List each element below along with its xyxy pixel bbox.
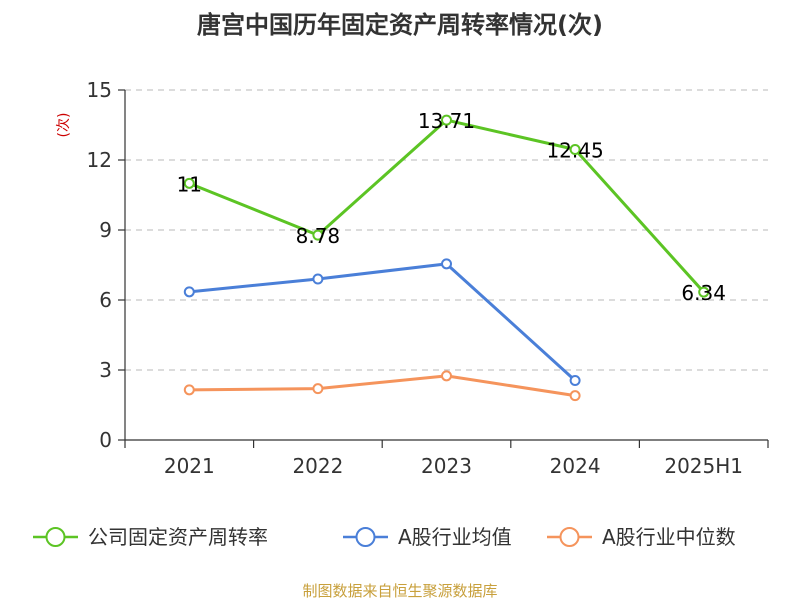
y-tick-label: 6 [99,288,112,312]
data-point[interactable] [569,390,581,402]
y-tick-label: 3 [99,358,112,382]
y-tick-label: 15 [87,78,112,102]
x-tick-label: 2025H1 [664,454,743,478]
y-tick-label: 0 [99,428,112,452]
data-point[interactable] [312,273,324,285]
data-point[interactable] [183,177,195,189]
data-point[interactable] [312,383,324,395]
chart-title: 唐宫中国历年固定资产周转率情况(次) [197,11,603,39]
data-label: 13.71 [418,109,475,133]
data-label: 6.34 [681,281,726,305]
data-point[interactable] [569,144,581,155]
legend-label[interactable]: 公司固定资产周转率 [88,525,268,549]
data-point[interactable] [441,114,452,126]
data-point[interactable] [441,370,452,382]
y-tick-label: 12 [87,148,112,172]
data-label: 8.78 [296,224,341,248]
data-point[interactable] [183,286,195,298]
x-tick-label: 2024 [550,454,601,478]
legend-marker[interactable] [355,527,376,547]
data-point[interactable] [698,286,710,298]
x-tick-label: 2023 [421,454,472,478]
x-tick-label: 2022 [292,454,343,478]
legend-marker[interactable] [45,527,66,547]
x-tick-label: 2021 [164,454,215,478]
data-point[interactable] [569,375,581,386]
data-point[interactable] [183,384,195,396]
legend-label[interactable]: A股行业中位数 [602,525,736,549]
data-point[interactable] [312,229,324,241]
legend-marker[interactable] [559,527,580,547]
data-labels: 11 8.78 13.71 12.45 6.34 [177,109,726,305]
grid-lines [125,89,768,371]
data-label: 11 [177,172,202,196]
data-label: 12.45 [546,139,603,163]
series-line [189,374,576,398]
y-tick-label: 9 [99,218,112,242]
data-point[interactable] [441,258,452,270]
series-line [189,262,577,382]
legend-label[interactable]: A股行业均值 [398,525,512,549]
axes: 0 3 6 9 12 15 2021 2022 2023 2024 2025H1 [87,78,769,478]
source-note: 制图数据来自恒生聚源数据库 [302,582,497,600]
series-group [183,114,710,402]
legend[interactable]: 公司固定资产周转率 A股行业均值 A股行业中位数 [33,525,736,549]
y-axis-label: (次) [56,113,72,138]
